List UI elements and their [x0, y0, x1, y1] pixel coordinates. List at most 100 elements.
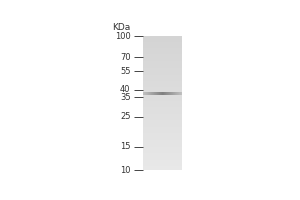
Bar — [143, 146, 182, 147]
Bar — [143, 104, 182, 105]
Text: 35: 35 — [120, 93, 130, 102]
Text: 55: 55 — [120, 67, 130, 76]
Bar — [143, 140, 182, 141]
Bar — [143, 92, 182, 93]
Bar — [143, 112, 182, 113]
Bar — [143, 125, 182, 126]
Bar — [143, 68, 182, 69]
Bar — [143, 85, 182, 86]
Bar — [143, 154, 182, 155]
Bar — [143, 74, 182, 75]
Text: 100: 100 — [115, 32, 130, 41]
Bar — [143, 46, 182, 47]
Bar — [143, 100, 182, 101]
Bar — [143, 156, 182, 157]
Bar — [143, 93, 182, 94]
Bar — [143, 63, 182, 64]
Bar — [143, 58, 182, 59]
Bar — [143, 135, 182, 136]
Bar — [143, 161, 182, 162]
Bar — [143, 80, 182, 81]
Bar — [143, 158, 182, 159]
Bar — [143, 95, 182, 96]
Bar — [143, 101, 182, 102]
Bar — [143, 51, 182, 52]
Bar — [143, 55, 182, 56]
Bar — [143, 111, 182, 112]
Bar — [143, 138, 182, 139]
Bar — [143, 82, 182, 83]
Bar — [143, 150, 182, 151]
Bar — [143, 40, 182, 41]
Bar — [143, 45, 182, 46]
Text: 70: 70 — [120, 53, 130, 62]
Text: 40: 40 — [120, 85, 130, 94]
Bar — [143, 69, 182, 70]
Text: KDa: KDa — [112, 23, 130, 32]
Bar — [143, 87, 182, 88]
Bar — [143, 44, 182, 45]
Bar — [143, 116, 182, 117]
Bar — [143, 130, 182, 131]
Bar — [143, 105, 182, 106]
Bar — [143, 48, 182, 49]
Bar — [143, 133, 182, 134]
Bar — [143, 124, 182, 125]
Bar — [143, 90, 182, 91]
Bar — [143, 127, 182, 128]
Bar — [143, 62, 182, 63]
Bar — [143, 132, 182, 133]
Bar — [143, 54, 182, 55]
Bar — [143, 141, 182, 142]
Bar — [143, 153, 182, 154]
Bar — [143, 143, 182, 144]
Bar — [143, 91, 182, 92]
Bar — [143, 168, 182, 169]
Bar — [143, 97, 182, 98]
Bar — [143, 86, 182, 87]
Bar — [143, 167, 182, 168]
Bar — [143, 113, 182, 114]
Bar — [143, 38, 182, 39]
Bar — [143, 81, 182, 82]
Bar — [143, 79, 182, 80]
Text: 15: 15 — [120, 142, 130, 151]
Bar — [143, 67, 182, 68]
Bar — [143, 96, 182, 97]
Bar — [143, 70, 182, 71]
Bar — [143, 147, 182, 148]
Bar — [143, 142, 182, 143]
Bar — [143, 169, 182, 170]
Bar — [143, 39, 182, 40]
Bar — [143, 76, 182, 77]
Bar — [143, 89, 182, 90]
Bar — [143, 43, 182, 44]
Bar — [143, 114, 182, 115]
Bar — [143, 136, 182, 137]
Bar — [143, 122, 182, 123]
Bar — [143, 108, 182, 109]
Bar — [143, 151, 182, 152]
Text: 10: 10 — [120, 166, 130, 175]
Bar — [143, 152, 182, 153]
Bar — [143, 164, 182, 165]
Bar — [143, 41, 182, 42]
Bar — [143, 126, 182, 127]
Bar — [143, 52, 182, 53]
Bar — [143, 61, 182, 62]
Bar — [143, 60, 182, 61]
Bar — [143, 115, 182, 116]
Bar — [143, 84, 182, 85]
Bar — [143, 139, 182, 140]
Bar — [143, 145, 182, 146]
Bar — [143, 37, 182, 38]
Bar — [143, 163, 182, 164]
Bar — [143, 75, 182, 76]
Bar — [143, 106, 182, 107]
Bar — [143, 59, 182, 60]
Bar — [143, 162, 182, 163]
Bar — [143, 157, 182, 158]
Bar — [143, 66, 182, 67]
Bar — [143, 144, 182, 145]
Bar — [143, 131, 182, 132]
